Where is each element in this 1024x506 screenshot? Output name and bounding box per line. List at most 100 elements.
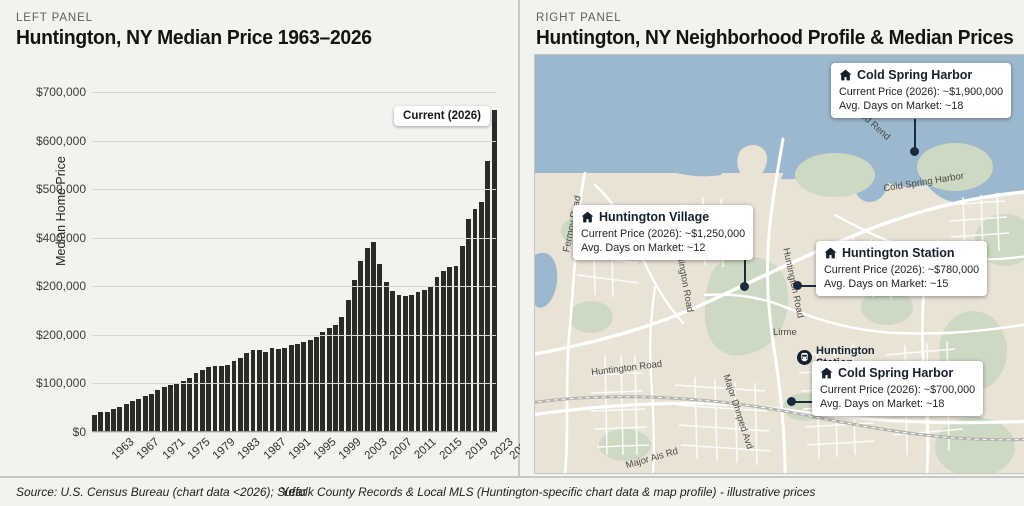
chart-bar: [415, 291, 421, 432]
map-leader-huntington-station-area: [801, 285, 823, 287]
chart-x-tick-label: 1987: [261, 436, 289, 463]
chart-x-tick-labels: 1963 1967 1971 1975 1979 1983 1987 1991 1995 1999…: [92, 436, 535, 484]
right-panel-title: Huntington, NY Neighborhood Profile & Me…: [536, 27, 1014, 49]
left-panel: LEFT PANEL Huntington, NY Median Price 1…: [0, 0, 534, 499]
chart-bar: [130, 401, 135, 432]
info-card-price: Current Price (2026): ~$1,250,000: [581, 227, 746, 240]
chart-x-tick-label: 1963: [109, 436, 137, 463]
info-card-cold-spring-harbor-south[interactable]: Cold Spring Harbor Current Price (2026):…: [812, 361, 984, 416]
chart-bar: [409, 295, 415, 432]
info-card-price: Current Price (2026): ~$700,000: [820, 383, 976, 396]
chart-bar: [136, 398, 142, 432]
chart-bar: [92, 414, 97, 432]
chart-bar: [161, 387, 167, 432]
chart-bar: [478, 202, 484, 432]
chart-y-tick-label: $0: [72, 425, 86, 439]
chart-gridline: [92, 237, 496, 239]
chart-bar: [225, 364, 231, 432]
info-card-huntington-station[interactable]: Huntington Station Current Price (2026):…: [816, 241, 988, 296]
chart-bar: [421, 290, 427, 432]
source-note: Source: U.S. Census Bureau (chart data <…: [16, 485, 816, 499]
map-pin-huntington-village[interactable]: [740, 282, 749, 291]
chart-gridline: [92, 383, 496, 385]
chart-x-tick-label: 2019: [463, 436, 491, 463]
info-card-title: Cold Spring Harbor: [838, 366, 954, 380]
chart-x-tick-label: 2011: [412, 436, 439, 462]
chart-bars: [92, 92, 497, 432]
chart-bar: [459, 245, 465, 432]
chart-bar: [111, 409, 116, 432]
right-panel-eyebrow: RIGHT PANEL: [536, 12, 622, 24]
chart-bar: [117, 407, 123, 432]
chart-gridline: [92, 189, 496, 191]
chart-bar: [212, 365, 218, 432]
chart-y-tick-label: $200,000: [35, 327, 86, 342]
map-pin-cold-spring-harbor-south[interactable]: [787, 397, 796, 406]
chart-y-axis-title: Median Home Price: [53, 156, 68, 266]
chart-gridline: [92, 92, 496, 93]
chart-bar: [193, 373, 199, 432]
map-leader-cold-spring-harbor-north: [914, 119, 916, 149]
chart-bar: [269, 348, 275, 432]
chart-bar: [98, 412, 104, 432]
chart-bar: [352, 279, 357, 432]
info-card-title-row: Huntington Station: [824, 245, 979, 262]
chart-x-tick-label: 1979: [210, 436, 238, 463]
chart-bar: [339, 317, 345, 432]
map-pin-huntington-station-area[interactable]: [793, 281, 802, 290]
chart-bar: [453, 266, 459, 432]
info-card-days-on-market: Avg. Days on Market: ~18: [820, 397, 945, 410]
chart-x-tick-label: 1975: [185, 436, 213, 463]
map-label-lirme: Lirme: [773, 327, 797, 338]
chart-bar: [383, 282, 389, 432]
chart-x-tick-label: 2007: [387, 436, 415, 463]
chart-bar: [180, 380, 186, 432]
chart-x-tick-label: 1983: [235, 436, 264, 463]
chart-bar: [231, 361, 237, 432]
chart-bar: [282, 347, 288, 432]
info-card-price: Current Price (2026): ~$780,000: [824, 263, 980, 276]
info-card-huntington-village[interactable]: Huntington Village Current Price (2026):…: [573, 205, 754, 260]
info-card-days-on-market: Avg. Days on Market: ~18: [839, 99, 964, 112]
chart-bar: [187, 377, 192, 432]
chart-y-tick-label: $500,000: [35, 182, 86, 197]
chart-bar: [434, 277, 440, 432]
info-card-cold-spring-harbor-north[interactable]: Cold Spring Harbor Current Price (2026):…: [831, 63, 1012, 118]
chart-bar: [250, 350, 256, 432]
neighborhood-map[interactable]: Long Island Sound: [534, 54, 1024, 474]
chart-bar: [390, 290, 395, 432]
chart-x-axis-title: Year: [280, 484, 308, 499]
chart-bar: [345, 300, 351, 432]
chart-x-tick-label: 2015: [437, 436, 466, 463]
chart-x-tick-label: 2003: [362, 436, 390, 463]
chart-bar: [377, 263, 383, 432]
home-icon: [824, 247, 837, 259]
chart-bar: [263, 351, 269, 432]
info-card-title-row: Huntington Village: [581, 209, 745, 226]
chart-gridline: [92, 140, 496, 142]
chart-bar: [320, 331, 326, 432]
chart-bar: [199, 369, 205, 432]
chart-y-tick-label: $400,000: [35, 230, 86, 245]
chart-bar: [396, 295, 402, 432]
info-card-title-row: Cold Spring Harbor: [839, 67, 1003, 84]
chart-gridline: [92, 286, 496, 288]
chart-gridline: [92, 432, 496, 433]
chart-bar: [428, 286, 434, 432]
chart-bar: [123, 404, 129, 432]
chart-bar: [307, 339, 313, 432]
chart-bar: [371, 242, 376, 432]
chart-x-tick-label: 1995: [311, 436, 339, 463]
map-pin-cold-spring-harbor-north[interactable]: [910, 147, 919, 156]
chart-bar: [168, 385, 173, 432]
chart-plot-area: $0 $100,000 $200,000 $200,000 $400,000 $500,0…: [36, 85, 497, 439]
info-card-price: Current Price (2026): ~$1,900,000: [839, 85, 1004, 98]
chart-bar: [244, 352, 250, 432]
chart-bar: [104, 411, 110, 432]
info-card-days-on-market: Avg. Days on Market: ~12: [581, 241, 706, 254]
footer: Source: U.S. Census Bureau (chart data <…: [0, 476, 1024, 506]
chart-bar: [295, 344, 300, 432]
info-card-title: Huntington Village: [599, 210, 710, 224]
info-card-days-on-market: Avg. Days on Market: ~15: [824, 277, 949, 290]
chart-bar: [288, 345, 294, 432]
